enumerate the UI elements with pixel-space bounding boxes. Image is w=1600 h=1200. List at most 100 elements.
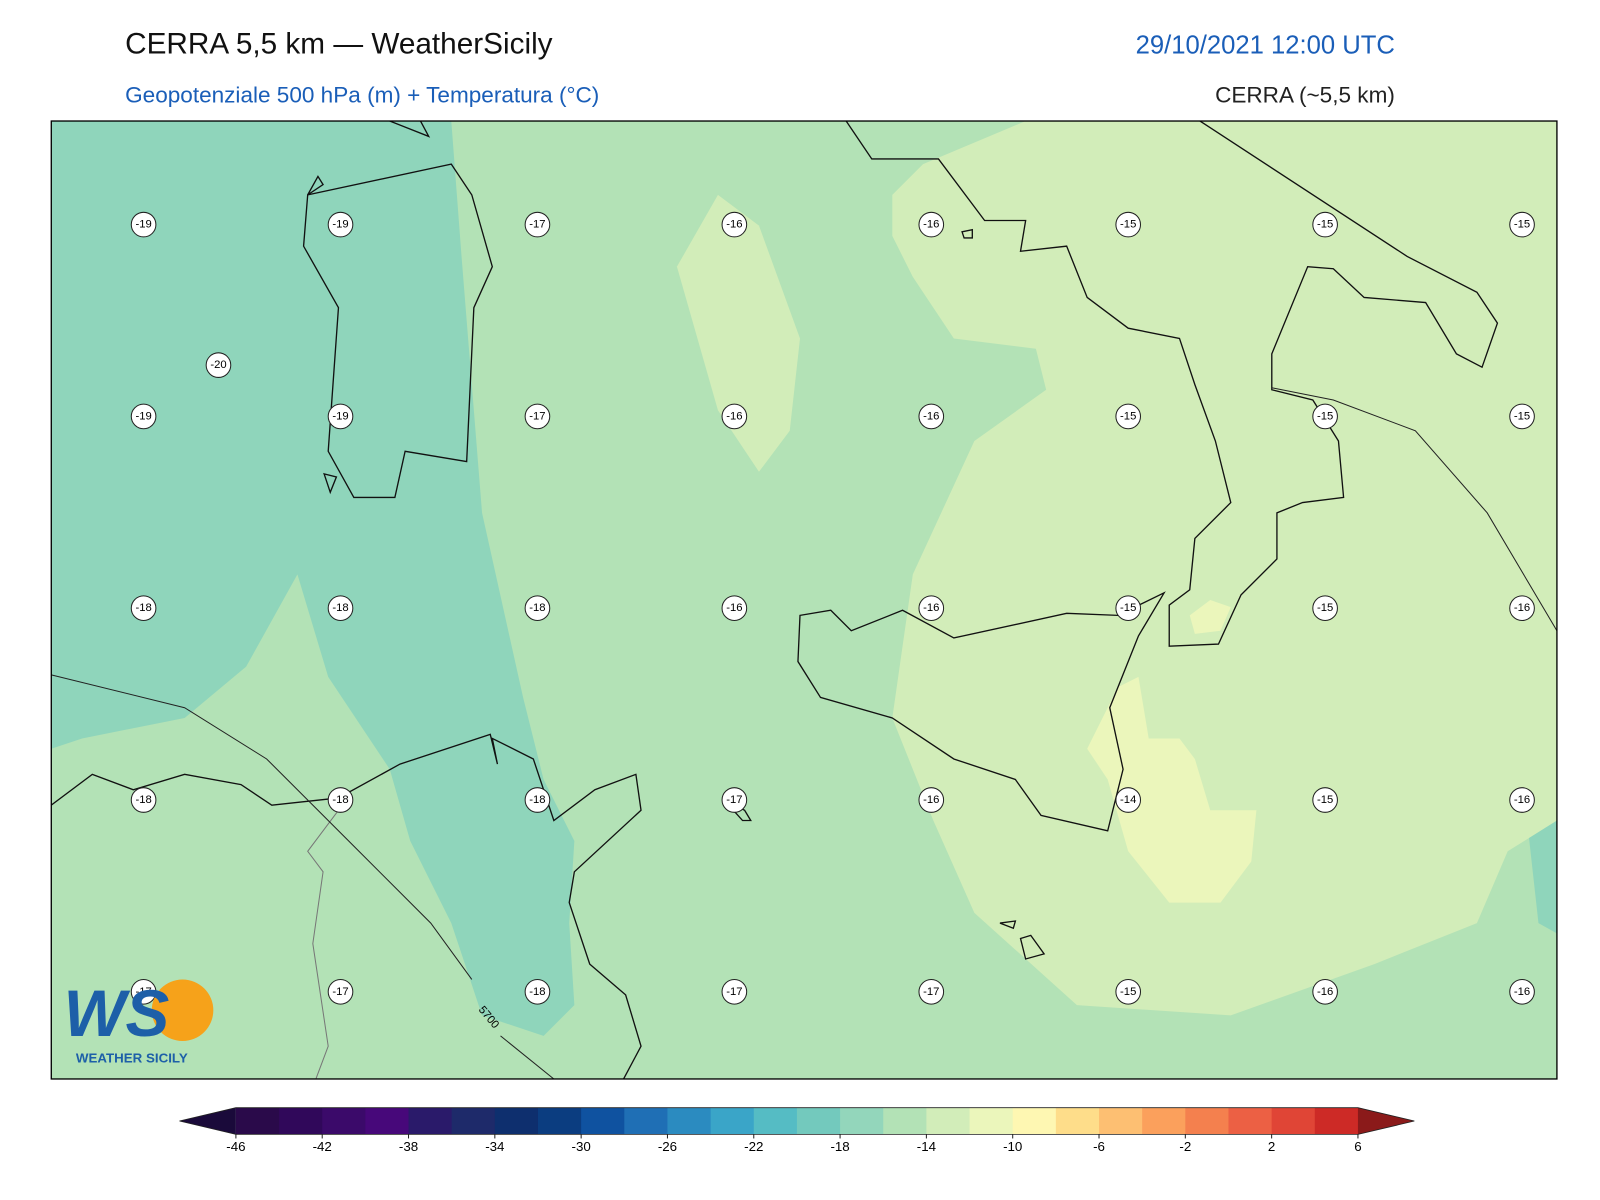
- colorbar-under: [179, 1107, 236, 1135]
- colorbar-swatch: [1055, 1107, 1100, 1135]
- colorbar-tick-label: 2: [1268, 1139, 1275, 1154]
- colorbar-swatch: [624, 1107, 668, 1135]
- contour-lines: [51, 387, 1557, 1079]
- colorbar-swatch: [1012, 1107, 1057, 1135]
- colorbar-tick-label: -18: [830, 1139, 849, 1154]
- temperature-label: -16: [923, 794, 939, 806]
- label-circle: [1115, 787, 1142, 813]
- temperature-label: -15: [1317, 794, 1333, 806]
- field-warm: [676, 194, 800, 472]
- label-circle: [918, 403, 945, 430]
- colorbar-tick-label: -30: [572, 1139, 591, 1154]
- label-circle: [130, 787, 157, 813]
- temperature-label: -18: [332, 602, 348, 614]
- colorbar-swatch: [1271, 1107, 1316, 1135]
- label-circle: [1509, 403, 1535, 430]
- label-circle: [130, 978, 157, 1005]
- temperature-label: -15: [1120, 219, 1136, 231]
- temperature-label: -18: [135, 602, 151, 614]
- colorbar-swatch: [926, 1107, 971, 1135]
- field-cold: [1528, 820, 1557, 934]
- temperature-label: -17: [135, 986, 151, 998]
- colorbar-swatch: [1142, 1107, 1186, 1135]
- colorbar-swatch: [537, 1107, 582, 1135]
- temperature-label: -17: [529, 219, 545, 231]
- subtitle: Geopotenziale 500 hPa (m) + Temperatura …: [125, 83, 599, 108]
- field-warmer: [1189, 600, 1231, 634]
- temperature-label: -17: [726, 794, 742, 806]
- temperature-label: -16: [1514, 986, 1530, 998]
- field-cold: [51, 121, 575, 1036]
- label-circle: [1509, 787, 1535, 813]
- label-circle: [524, 787, 551, 813]
- label-circle: [1509, 211, 1535, 238]
- label-circle: [524, 403, 551, 430]
- field-warmer: [1087, 676, 1257, 903]
- temperature-label: -15: [1120, 410, 1136, 422]
- label-circle: [524, 595, 551, 622]
- label-circle: [1312, 403, 1338, 430]
- colorbar-tick-label: -42: [313, 1139, 332, 1154]
- label-circle: [524, 978, 551, 1005]
- temperature-label: -16: [1317, 986, 1333, 998]
- label-circle: [1312, 211, 1338, 238]
- temperature-label: -18: [529, 602, 545, 614]
- colorbar-swatch: [1228, 1107, 1273, 1135]
- coastlines: [51, 121, 1499, 1079]
- temperature-label: -17: [923, 986, 939, 998]
- label-circle: [918, 978, 945, 1005]
- temperature-label: -14: [1120, 794, 1136, 806]
- label-circle: [130, 211, 157, 238]
- colorbar-swatch: [581, 1107, 625, 1135]
- logo: WS WEATHER SICILY: [64, 977, 214, 1066]
- label-circle: [1115, 978, 1142, 1005]
- temperature-labels: -19 -19 -17 -16 -16 -15 -15 -15 -19 -19 -17 -16 -16 -…: [130, 211, 1535, 1005]
- temperature-label: -20: [210, 359, 226, 371]
- colorbar-swatch: [494, 1107, 539, 1135]
- colorbar: -46 -42 -38 -34 -30 -26 -22 -18 -14 -10 -6 -2 2 6: [179, 1107, 1415, 1154]
- temperature-label: -15: [1514, 219, 1530, 231]
- colorbar-swatch: [667, 1107, 712, 1135]
- colorbar-swatch: [1185, 1107, 1229, 1135]
- date: 29/10/2021 12:00 UTC: [1136, 31, 1395, 59]
- temperature-label: -15: [1317, 410, 1333, 422]
- colorbar-swatch: [969, 1107, 1014, 1135]
- label-circle: [327, 403, 354, 430]
- label-circle: [1509, 978, 1535, 1005]
- label-circle: [327, 787, 354, 813]
- label-circle: [918, 211, 945, 238]
- colorbar-swatch: [1099, 1107, 1143, 1135]
- temperature-label: -19: [332, 219, 348, 231]
- temperature-label: -16: [923, 219, 939, 231]
- colorbar-over: [1357, 1107, 1415, 1135]
- label-circle: [327, 595, 354, 622]
- colorbar-tick-label: -22: [744, 1139, 763, 1154]
- label-circle: [721, 787, 748, 813]
- temperature-label: -19: [135, 410, 151, 422]
- colorbar-swatch: [753, 1107, 798, 1135]
- temperature-label: -18: [529, 794, 545, 806]
- temperature-label: -18: [529, 986, 545, 998]
- label-circle: [721, 978, 748, 1005]
- temperature-label: -16: [1514, 602, 1530, 614]
- label-circle: [205, 352, 232, 378]
- label-circle: [130, 403, 157, 430]
- colorbar-tick-label: -46: [226, 1139, 245, 1154]
- colorbar-tick-label: -6: [1093, 1139, 1105, 1154]
- temperature-label: -15: [1120, 986, 1136, 998]
- colorbar-swatch: [796, 1107, 841, 1135]
- colorbar-tick-label: -10: [1003, 1139, 1022, 1154]
- label-circle: [721, 403, 748, 430]
- label-circle: [1115, 595, 1142, 622]
- label-circle: [1312, 978, 1338, 1005]
- temperature-label: -18: [135, 794, 151, 806]
- temperature-label: -17: [529, 410, 545, 422]
- colorbar-swatch: [408, 1107, 453, 1135]
- temperature-label: -16: [726, 410, 742, 422]
- label-circle: [327, 211, 354, 238]
- logo-name: WEATHER SICILY: [76, 1051, 188, 1066]
- label-circle: [327, 978, 354, 1005]
- temperature-label: -16: [923, 602, 939, 614]
